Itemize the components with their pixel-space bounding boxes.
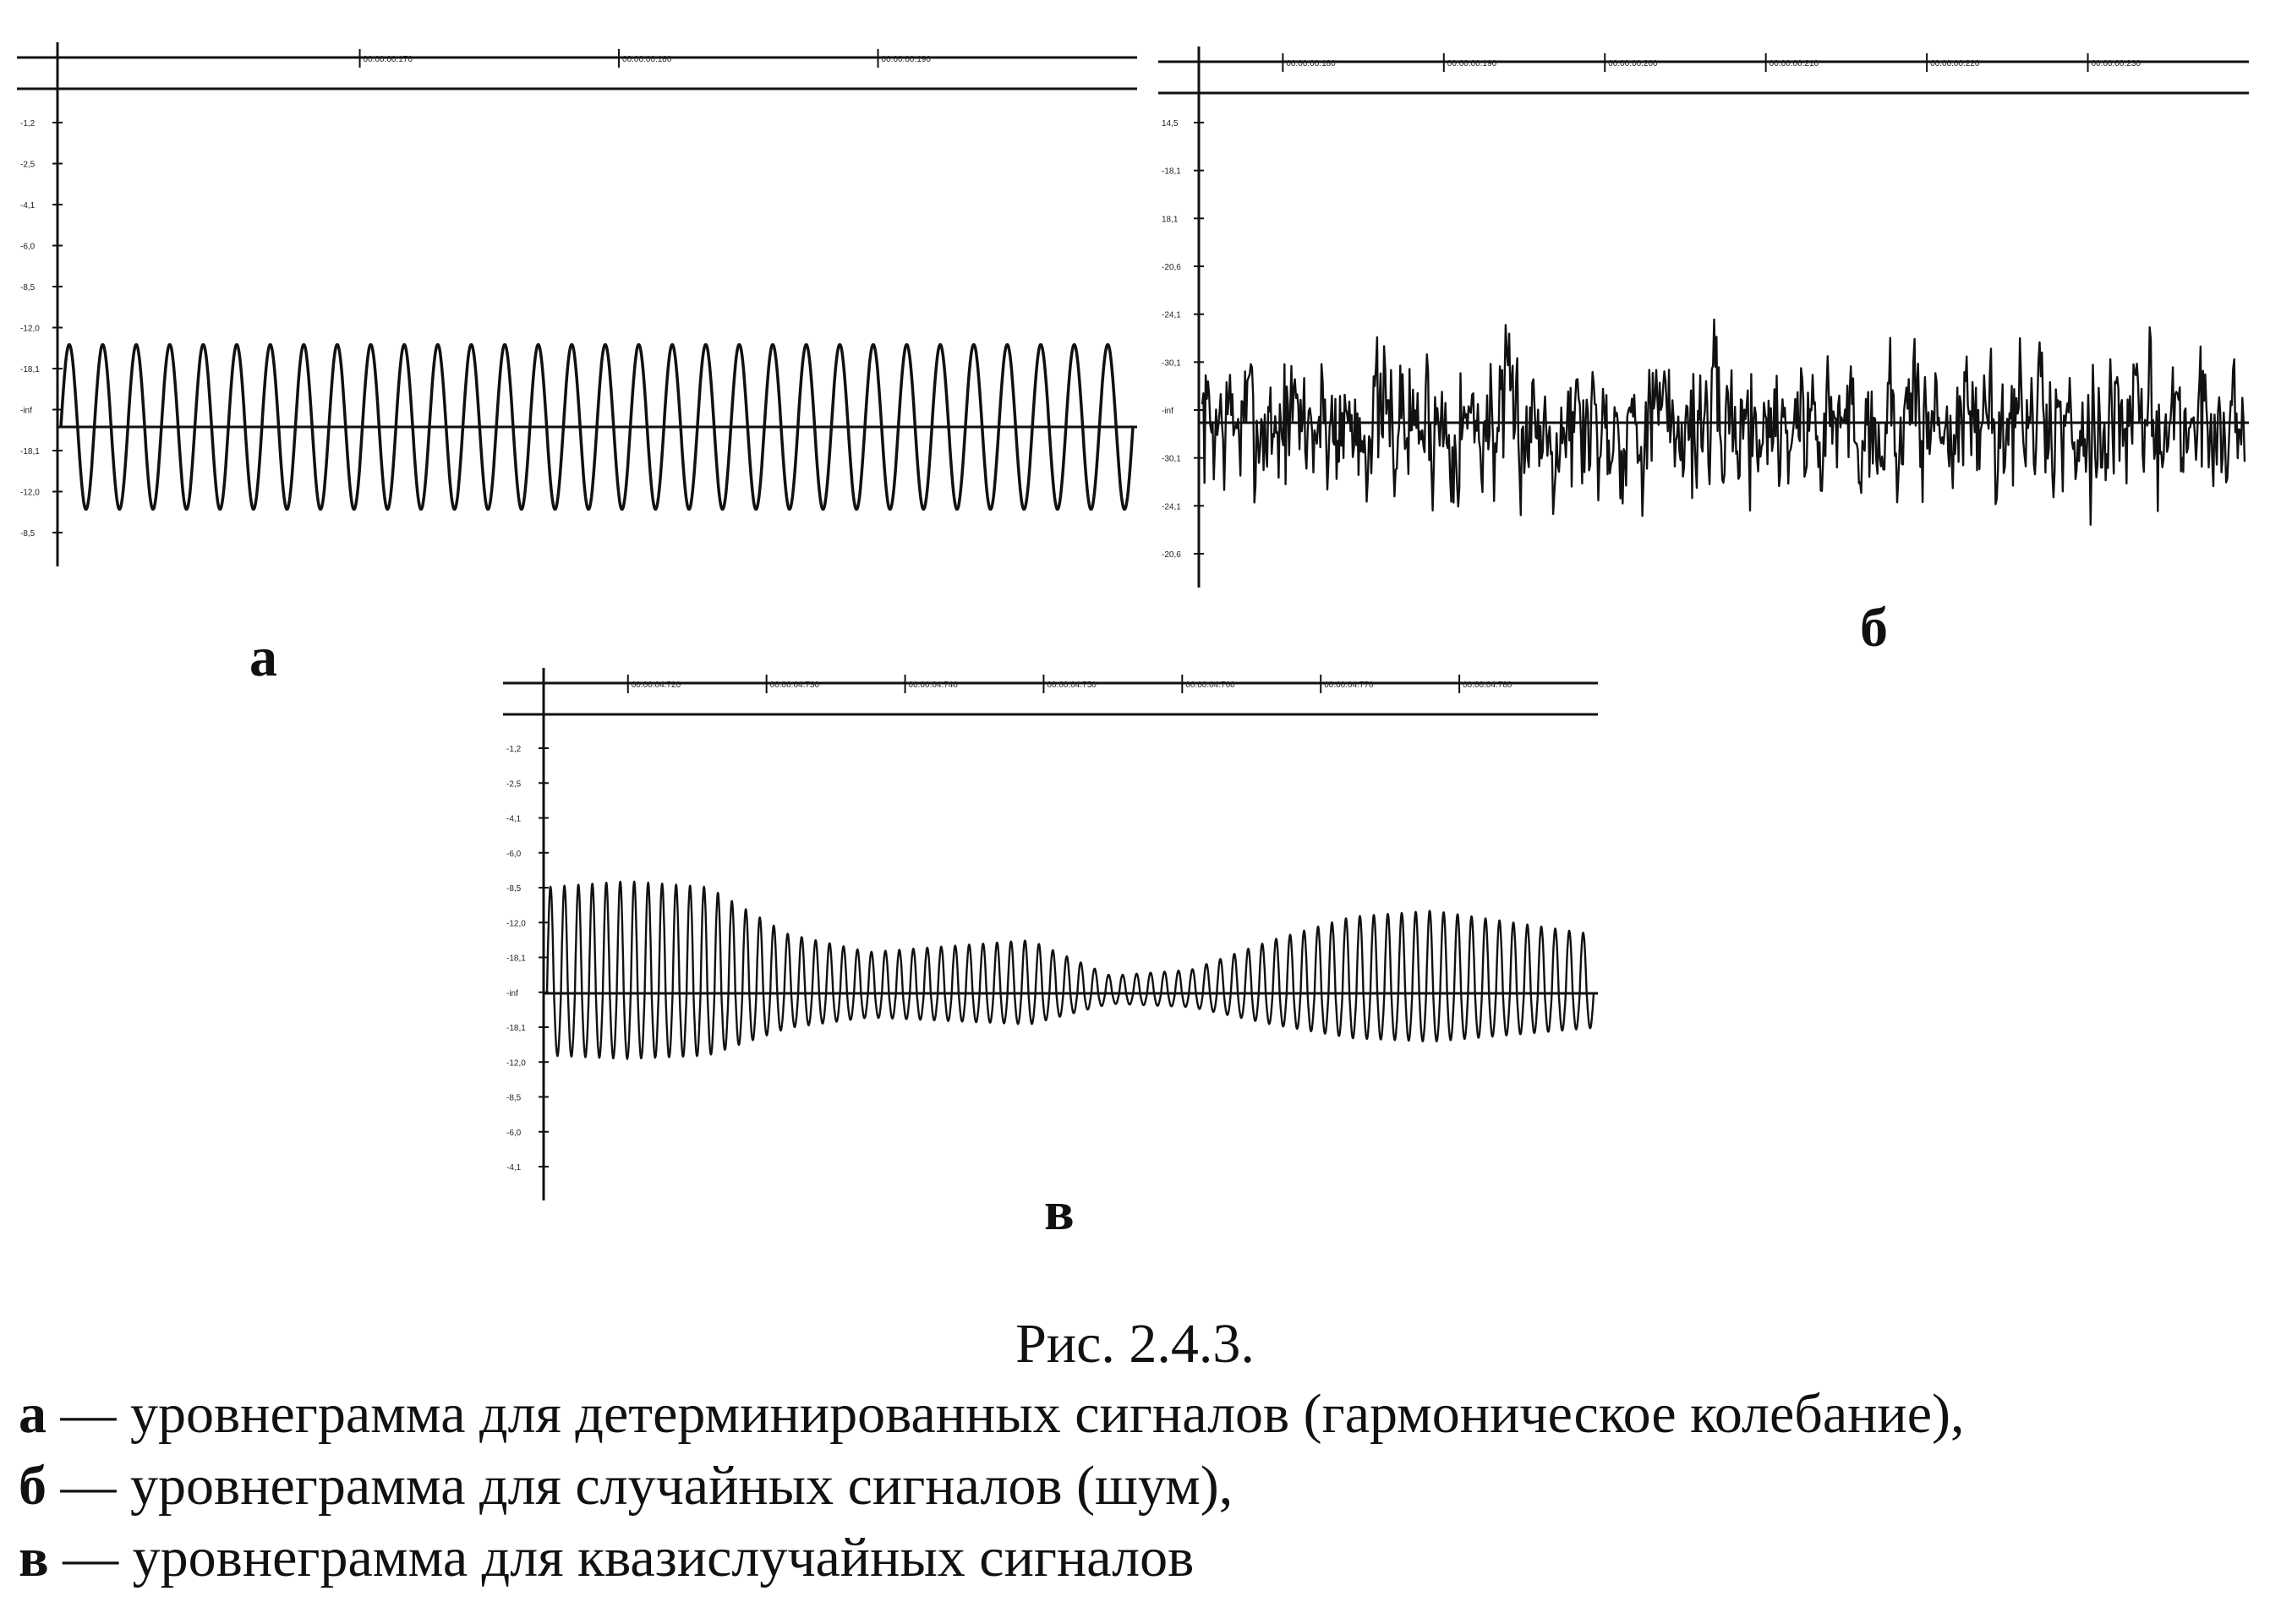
series-b (1199, 318, 2249, 526)
y-tick-label: -18,1 (20, 365, 40, 375)
signal-line-b (1201, 318, 2246, 526)
y-tick-label: -18,1 (506, 954, 526, 964)
signal-line-a (59, 342, 1135, 511)
x-tick-label: 00:00:00.170 (364, 55, 413, 64)
x-tick-label: 00:00:04.780 (1463, 681, 1512, 690)
y-tick-label: -12,0 (506, 919, 526, 928)
x-tick-label: 00:00:04.760 (1185, 681, 1235, 690)
x-tick-label: 00:00:04.750 (1047, 681, 1097, 690)
caption-line-a: а — уровнеграмма для детерминированных с… (19, 1378, 2270, 1450)
x-tick-label: 00:00:00.230 (2092, 59, 2141, 68)
y-tick-label: -1,2 (20, 119, 36, 128)
y-tick-label: -12,0 (506, 1058, 526, 1068)
x-axis-v: 00:00:04.720 00:00:04.730 00:00:04.740 00:0… (503, 675, 1598, 716)
y-tick-label: -12,0 (20, 325, 40, 334)
y-tick-label: -18,1 (506, 1024, 526, 1033)
panel-label-b: б (1860, 597, 1888, 659)
caption-text-b: — уровнеграмма для случайных сигналов (ш… (46, 1455, 1233, 1517)
y-tick-label: -6,0 (20, 243, 36, 252)
y-tick-label: 18,1 (1162, 215, 1179, 224)
caption-line-b: б — уровнеграмма для случайных сигналов … (19, 1450, 2270, 1522)
y-axis-b: 14,5 -18,1 18,1 -20,6 -24,1 -30,1 -inf -30,1 -24… (1162, 46, 1204, 588)
y-tick-label: -18,1 (1162, 167, 1181, 177)
x-tick-label: 00:00:04.730 (770, 681, 820, 690)
x-tick-label: 00:00:00.190 (1447, 59, 1497, 68)
x-tick-label: 00:00:04.740 (909, 681, 959, 690)
figure-caption: а — уровнеграмма для детерминированных с… (19, 1378, 2270, 1594)
chart-panel-a: 00:00:00.170 00:00:00.180 00:00:00.190 -1,… (17, 42, 1146, 583)
x-axis-b: 00:00:00.180 00:00:00.190 00:00:00.200 00:0… (1158, 53, 2249, 95)
y-tick-label: -inf (20, 407, 32, 416)
y-tick-label: -8,5 (20, 283, 36, 293)
y-tick-label: -inf (1162, 407, 1173, 416)
y-tick-label: -1,2 (506, 745, 522, 754)
x-tick-label: 00:00:04.720 (632, 681, 681, 690)
y-tick-label: -4,1 (506, 1163, 522, 1173)
panel-label-a: а (249, 626, 277, 688)
chart-panel-b: 00:00:00.180 00:00:00.190 00:00:00.200 00:0… (1158, 46, 2253, 604)
caption-letter-v: в (19, 1527, 49, 1589)
x-tick-label: 00:00:00.220 (1930, 59, 1980, 68)
y-tick-label: -6,0 (506, 1129, 522, 1138)
series-a (57, 342, 1137, 511)
waveform-chart-a: 00:00:00.170 00:00:00.180 00:00:00.190 -1,… (17, 42, 1137, 566)
y-tick-label: -4,1 (506, 815, 522, 824)
y-axis-v: -1,2 -2,5 -4,1 -6,0 -8,5 -12,0 -18,1 -inf -18,1 -… (506, 668, 549, 1200)
caption-letter-a: а (19, 1383, 46, 1445)
y-tick-label: -4,1 (20, 201, 36, 211)
caption-line-v: в — уровнеграмма для квазислучайных сигн… (19, 1522, 2270, 1594)
y-tick-label: -30,1 (1162, 455, 1181, 464)
y-tick-label: -20,6 (1162, 263, 1181, 272)
y-tick-label: -2,5 (20, 161, 36, 170)
y-tick-label: -20,6 (1162, 550, 1181, 560)
x-tick-label: 00:00:00.200 (1608, 59, 1658, 68)
y-tick-label: -2,5 (506, 779, 522, 789)
y-tick-label: -inf (506, 989, 518, 998)
x-tick-label: 00:00:04.770 (1324, 681, 1374, 690)
y-tick-label: -24,1 (1162, 502, 1181, 511)
x-tick-label: 00:00:00.210 (1770, 59, 1819, 68)
caption-text-a: — уровнеграмма для детерминированных сиг… (46, 1383, 1965, 1445)
y-tick-label: -30,1 (1162, 358, 1181, 368)
signal-line-v (545, 880, 1595, 1060)
caption-letter-b: б (19, 1455, 46, 1517)
x-tick-label: 00:00:00.190 (882, 55, 932, 64)
figure-title: Рис. 2.4.3. (1015, 1313, 1255, 1375)
x-axis-a: 00:00:00.170 00:00:00.180 00:00:00.190 (17, 49, 1137, 90)
waveform-chart-v: 00:00:04.720 00:00:04.730 00:00:04.740 00:0… (503, 668, 1598, 1200)
y-tick-label: -6,0 (506, 850, 522, 859)
chart-panel-v: 00:00:04.720 00:00:04.730 00:00:04.740 00:0… (503, 668, 1602, 1209)
y-tick-label: 14,5 (1162, 119, 1179, 128)
caption-text-v: — уровнеграмма для квазислучайных сигнал… (48, 1527, 1195, 1589)
x-tick-label: 00:00:00.180 (1286, 59, 1336, 68)
series-v (544, 880, 1598, 1060)
y-tick-label: -8,5 (506, 1094, 522, 1103)
y-axis-a: -1,2 -2,5 -4,1 -6,0 -8,5 -12,0 -18,1 -inf -18,1 -… (20, 42, 63, 566)
y-tick-label: -24,1 (1162, 311, 1181, 320)
y-tick-label: -12,0 (20, 489, 40, 498)
waveform-chart-b: 00:00:00.180 00:00:00.190 00:00:00.200 00:0… (1158, 46, 2249, 588)
y-tick-label: -8,5 (20, 529, 36, 539)
y-tick-label: -8,5 (506, 884, 522, 894)
x-tick-label: 00:00:00.180 (622, 55, 672, 64)
panel-label-v: в (1044, 1180, 1075, 1242)
y-tick-label: -18,1 (20, 447, 40, 457)
